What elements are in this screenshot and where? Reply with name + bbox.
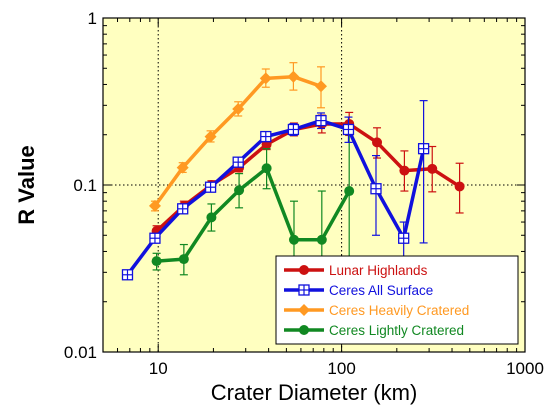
data-point: [288, 234, 299, 245]
data-point: [399, 165, 410, 176]
data-point: [454, 181, 465, 192]
data-point: [176, 161, 189, 174]
series-group: [121, 62, 465, 303]
y-tick-label: 1: [88, 9, 97, 28]
data-point: [315, 114, 327, 127]
x-axis-title: Crater Diameter (km): [211, 380, 418, 405]
data-point: [372, 137, 383, 148]
axes: 10 100 1000 1 0.1 0.01 Crater Diameter (km) R V…: [14, 9, 544, 405]
x-tick-label: 100: [327, 359, 355, 378]
data-point: [232, 156, 244, 168]
legend-swatch-marker: [298, 304, 310, 316]
data-point: [427, 163, 438, 174]
data-point: [398, 232, 410, 244]
legend-label: Lunar Highlands: [329, 263, 428, 278]
y-tick-label: 0.1: [73, 176, 97, 195]
legend-item: Ceres Heavily Cratered: [284, 303, 469, 318]
x-tick-label: 1000: [506, 359, 544, 378]
data-point: [148, 199, 161, 212]
data-point: [204, 181, 217, 193]
data-point: [121, 269, 134, 281]
data-point: [344, 186, 355, 197]
data-point: [287, 70, 300, 83]
data-point: [314, 80, 327, 93]
data-point: [417, 143, 430, 155]
y-tick-label: 0.01: [64, 343, 97, 362]
data-point: [177, 203, 189, 215]
legend-item: Ceres All Surface: [284, 283, 433, 298]
data-point: [151, 256, 162, 267]
data-point: [342, 123, 355, 136]
data-point: [259, 72, 272, 85]
legend-swatch-marker: [298, 284, 310, 296]
legend-label: Ceres Heavily Cratered: [329, 303, 469, 318]
legend-swatch-marker: [299, 325, 309, 335]
y-axis-title: R Value: [14, 145, 39, 224]
legend-label: Ceres All Surface: [329, 283, 433, 298]
data-point: [204, 130, 217, 143]
legend-item: Ceres Lightly Cratered: [284, 323, 464, 338]
data-point: [287, 123, 300, 136]
series-ceres-heavily-cratered: [148, 62, 327, 212]
legend-label: Ceres Lightly Cratered: [329, 323, 464, 338]
data-point: [234, 185, 245, 196]
data-point: [178, 254, 189, 265]
legend: Lunar Highlands Ceres All Surface Ceres He…: [275, 255, 519, 345]
x-tick-label: 10: [149, 359, 168, 378]
legend-swatch-marker: [299, 265, 309, 275]
legend-item: Lunar Highlands: [284, 263, 428, 278]
data-point: [260, 130, 272, 143]
data-point: [206, 212, 217, 223]
series-ceres-all-surface: [121, 100, 430, 281]
data-point: [316, 234, 327, 245]
data-point: [261, 163, 272, 174]
data-point: [370, 183, 382, 195]
data-point: [232, 103, 245, 116]
data-point: [149, 232, 161, 244]
